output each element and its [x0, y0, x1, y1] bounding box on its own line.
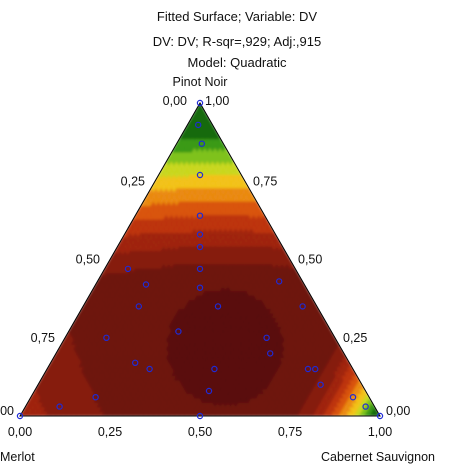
chart-title-line-3: Model: Quadratic [188, 55, 287, 70]
right-tick-label-1: 0,50 [298, 253, 322, 267]
left-tick-label-2: 0,75 [31, 331, 55, 345]
vertex-label-cabernet-sauvignon: Cabernet Sauvignon [321, 450, 435, 464]
left-tick-label-1: 0,50 [76, 253, 100, 267]
vertex-label-merlot: Merlot [0, 450, 35, 464]
right-tick-label-0: 0,75 [253, 174, 277, 188]
bottom-axis-ticks: 0,00 0,25 0,50 0,75 1,00 [8, 425, 392, 439]
left-tick-label-0: 0,25 [121, 174, 145, 188]
corner-tick-right: 0,00 [386, 404, 410, 418]
bottom-tick-label-3: 0,75 [278, 425, 302, 439]
corner-tick-left: 00 [0, 404, 14, 418]
vertex-label-pinot-noir: Pinot Noir [173, 75, 228, 89]
right-tick-label-2: 0,25 [343, 331, 367, 345]
chart-title-line-2: DV: DV; R-sqr=,929; Adj:,915 [153, 34, 321, 49]
bottom-tick-label-1: 0,25 [98, 425, 122, 439]
fitted-surface [20, 103, 380, 416]
corner-tick-top-left: 0,00 [163, 94, 187, 108]
bottom-tick-label-2: 0,50 [188, 425, 212, 439]
corner-tick-top-right: 1,00 [205, 94, 229, 108]
bottom-tick-label-4: 1,00 [368, 425, 392, 439]
chart-title-line-1: Fitted Surface; Variable: DV [157, 9, 317, 24]
bottom-tick-label-0: 0,00 [8, 425, 32, 439]
